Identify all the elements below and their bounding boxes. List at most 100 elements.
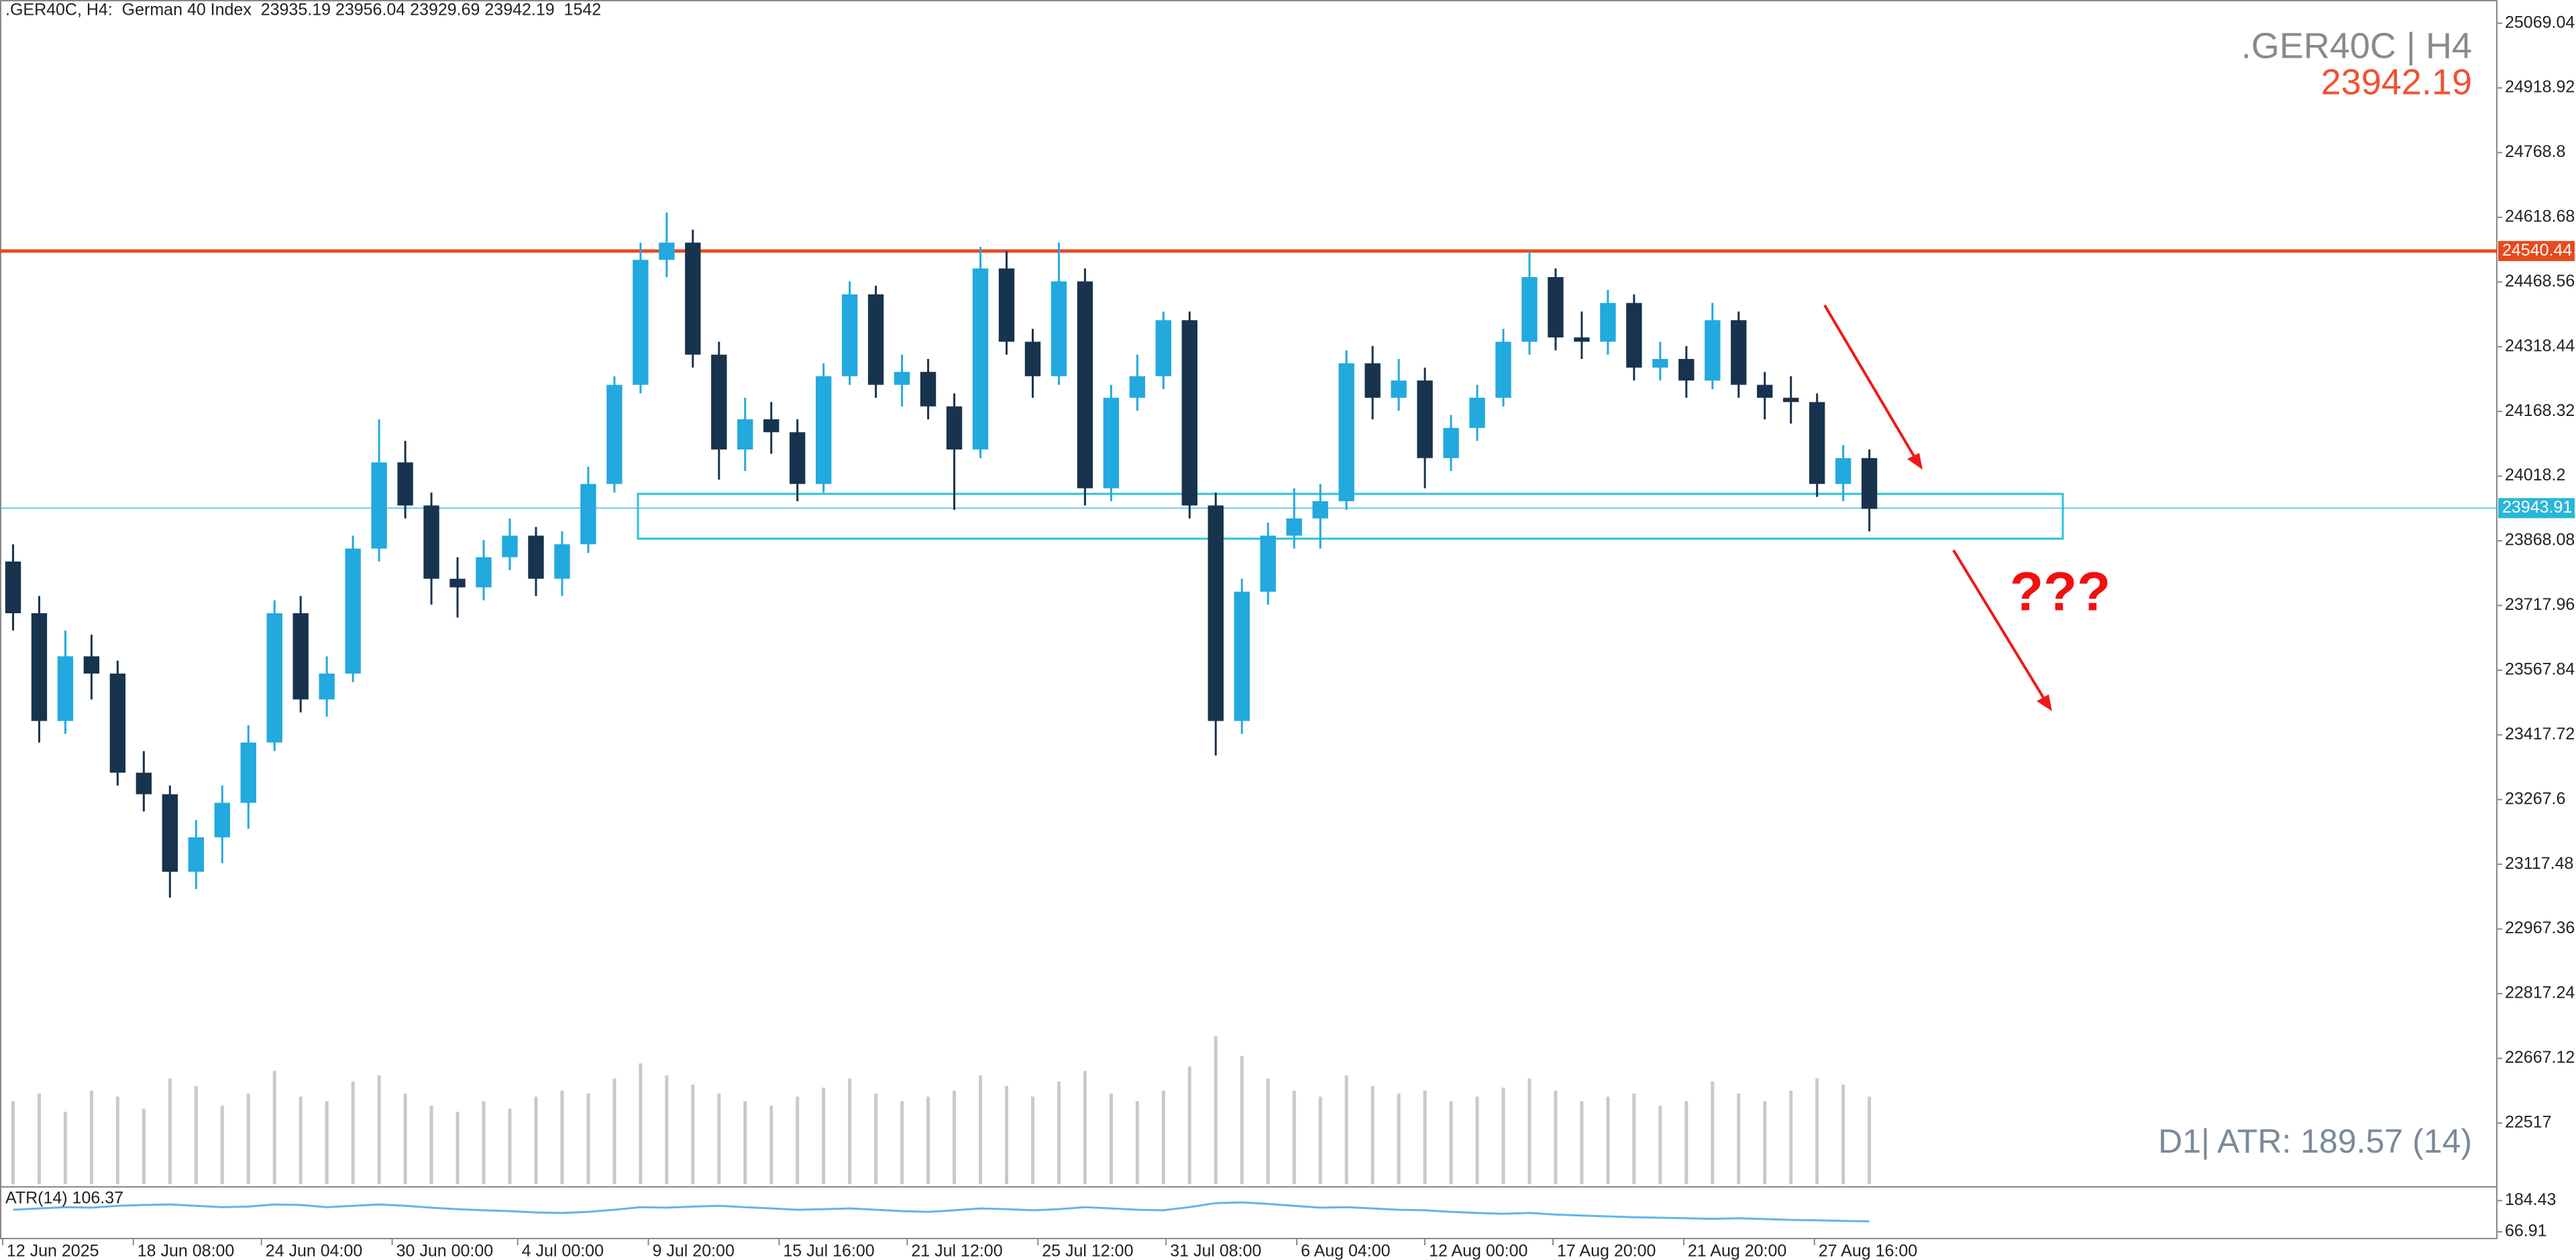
candle-body [1678, 359, 1695, 381]
volume-bar [1030, 1096, 1034, 1184]
y-tick-label: 22967.36 [2505, 918, 2575, 937]
candle-body [1338, 363, 1354, 502]
candle-body [1208, 505, 1224, 721]
volume-bar [1083, 1071, 1087, 1184]
volume-bar [796, 1096, 800, 1184]
candle-body [292, 613, 309, 700]
volume-bar [1632, 1094, 1636, 1184]
volume-bar [115, 1096, 119, 1184]
arrow-head [2037, 694, 2052, 711]
candle-body [685, 242, 701, 355]
volume-bar [1397, 1094, 1401, 1184]
volume-bar [351, 1082, 355, 1184]
volume-bar [717, 1094, 721, 1184]
symbol-title: .GER40C | H4 [2241, 25, 2472, 66]
volume-bar [142, 1108, 146, 1184]
candle-body [1705, 320, 1721, 381]
volume-bar [37, 1094, 41, 1184]
y-tick-label: 24468.56 [2505, 272, 2575, 291]
candle-body [1181, 320, 1198, 506]
volume-bar [1580, 1101, 1584, 1184]
volume-bar [63, 1112, 67, 1184]
volume-bar [1606, 1096, 1610, 1184]
volume-bar [1868, 1096, 1872, 1184]
candle-body [1260, 535, 1276, 592]
candle-body [1548, 277, 1564, 337]
candle-body [711, 354, 727, 450]
arrow [1952, 549, 2046, 701]
x-tick-label: 30 Jun 00:00 [396, 1242, 494, 1260]
volume-bar [1318, 1096, 1322, 1184]
arrows [1823, 304, 2052, 711]
candle-body [423, 505, 439, 579]
level-label-box [2498, 241, 2575, 262]
candle-body [57, 656, 74, 721]
volume-bar [900, 1101, 904, 1184]
y-tick-label: 24318.44 [2505, 336, 2575, 355]
volume-bar [482, 1101, 486, 1184]
volume-bar [769, 1106, 773, 1184]
x-tick-label: 4 Jul 00:00 [522, 1242, 604, 1260]
y-tick-label: 23868.08 [2505, 531, 2575, 549]
candle-body [1312, 501, 1328, 519]
candle-body [31, 613, 48, 721]
candle-body [266, 613, 282, 743]
x-tick-label: 31 Jul 08:00 [1170, 1242, 1261, 1260]
volume-bar [403, 1094, 407, 1184]
volume-bar [953, 1090, 957, 1184]
volume-bar [665, 1075, 669, 1184]
candle-body [319, 673, 335, 700]
volume-bar [639, 1063, 643, 1184]
level-label: 23943.91 [2502, 498, 2572, 517]
candle-body [476, 557, 492, 588]
x-tick-label: 27 Aug 16:00 [1819, 1242, 1917, 1260]
level-label-box [2498, 498, 2575, 519]
candle-body [1861, 458, 1878, 509]
volume-bar [1554, 1090, 1558, 1184]
volume-bar [508, 1108, 512, 1184]
candle-body [998, 268, 1015, 342]
x-tick-label: 21 Aug 20:00 [1688, 1242, 1786, 1260]
x-tick-label: 9 Jul 20:00 [653, 1242, 735, 1260]
y-tick-label: 24018.2 [2505, 466, 2565, 484]
x-tick-label: 25 Jul 12:00 [1042, 1242, 1133, 1260]
candle-body [162, 794, 178, 872]
y-tick-label: 22667.12 [2505, 1048, 2575, 1067]
volume-bar [1423, 1090, 1427, 1184]
y-tick-label: 23267.6 [2505, 789, 2565, 808]
level-label: 24540.44 [2502, 241, 2572, 260]
candle-body [1364, 363, 1381, 398]
candle-body [659, 242, 675, 260]
volume-bar [1057, 1082, 1061, 1184]
arrow-head [1907, 453, 1923, 470]
y-tick-label: 23117.48 [2505, 854, 2573, 873]
y-tick-label: 23417.72 [2505, 725, 2575, 743]
candle-body [1652, 359, 1668, 368]
volume-bar [89, 1090, 93, 1184]
volume-bar [1501, 1088, 1505, 1184]
candle-body [1757, 384, 1773, 398]
candle-body [1051, 281, 1067, 376]
x-tick-label: 15 Jul 16:00 [783, 1242, 874, 1260]
volume-bar [1135, 1101, 1139, 1184]
arrow [1823, 304, 1917, 460]
candle-body [1835, 458, 1851, 484]
volume-bar [534, 1096, 538, 1184]
candle-body [580, 484, 596, 545]
candle-body [345, 548, 361, 674]
volume-bar [1240, 1055, 1244, 1184]
volume-bar [822, 1088, 826, 1184]
x-tick-label: 12 Aug 00:00 [1429, 1242, 1527, 1260]
candle-body [815, 376, 832, 484]
candle-body [1626, 303, 1642, 368]
volume-bar [1004, 1086, 1008, 1184]
candle-body [188, 837, 204, 872]
candle-body [109, 673, 126, 773]
volume-bar [220, 1106, 224, 1184]
candle-body [240, 742, 256, 803]
volume-bar [1161, 1090, 1165, 1184]
volume-bar [1527, 1078, 1532, 1184]
volume-bar [1658, 1106, 1662, 1184]
y-tick-label: 24168.32 [2505, 401, 2575, 420]
